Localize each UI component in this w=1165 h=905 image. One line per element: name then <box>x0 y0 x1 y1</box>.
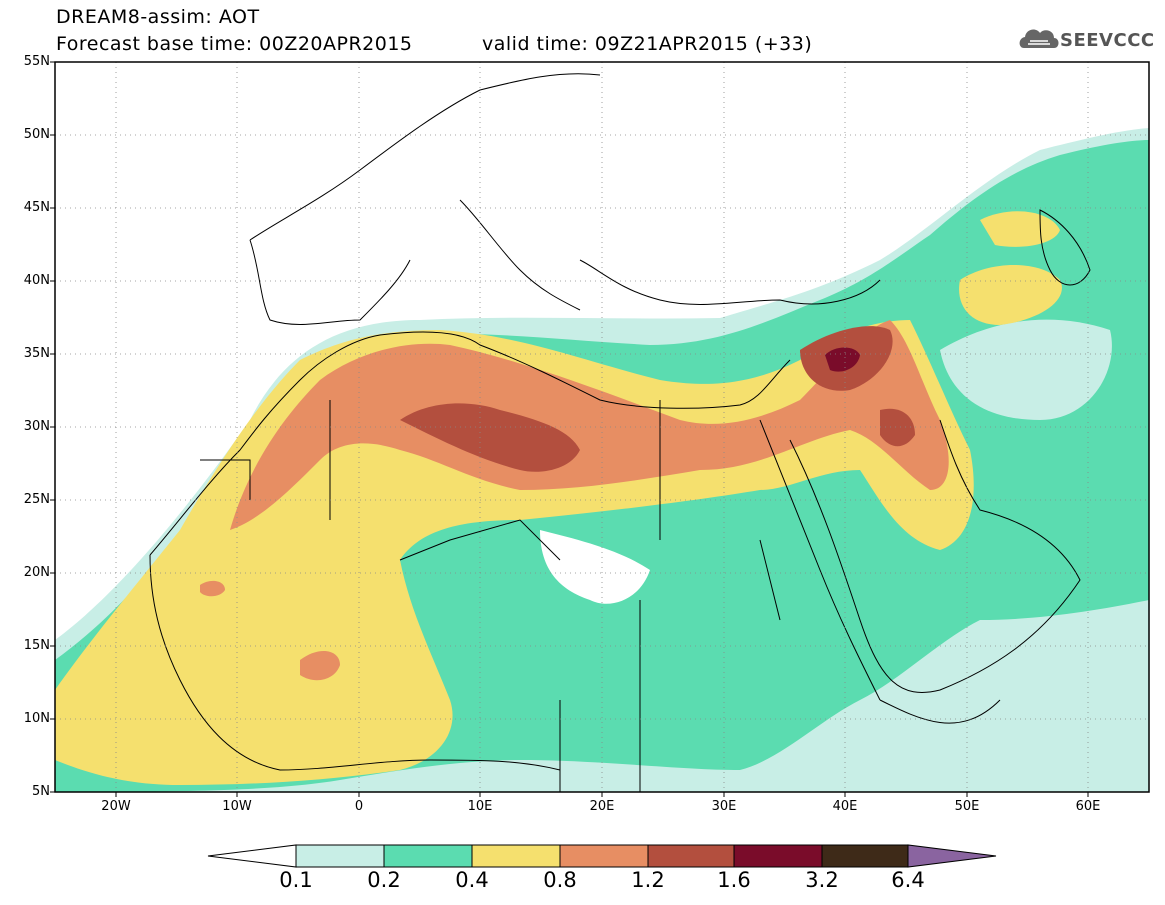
y-tick-label: 25N <box>23 492 50 507</box>
coastline-red-sea <box>759 419 881 701</box>
colorbar-high-arrow <box>907 844 997 868</box>
y-tick-label: 50N <box>23 127 50 142</box>
colorbar-bin-5 <box>647 844 735 868</box>
x-tick-label: 30E <box>711 799 737 814</box>
y-tick-label: 35N <box>23 346 50 361</box>
aot-field-12-16 <box>400 403 580 472</box>
aot-gap-central <box>540 530 650 604</box>
colorbar-level-label: 1.2 <box>631 868 665 892</box>
colorbar-bin-7 <box>821 844 909 868</box>
base-time: Forecast base time: 00Z20APR2015 <box>56 33 413 55</box>
colorbar-bin-3 <box>471 844 561 868</box>
colorbar-level-label: 3.2 <box>805 868 839 892</box>
x-tick-label: 50E <box>954 799 980 814</box>
y-tick-label: 55N <box>23 54 50 69</box>
coastline-iberia <box>249 239 411 325</box>
aot-field-08-12 <box>230 320 949 530</box>
x-tick-label: 40E <box>832 799 858 814</box>
y-tick-label: 40N <box>23 273 50 288</box>
border-1 <box>200 400 781 792</box>
coastline-arabia <box>789 419 1081 693</box>
logo-text: SEEVCCC <box>1060 30 1155 51</box>
aot-field-08-12-b <box>300 650 340 681</box>
colorbar-bin-1 <box>295 844 385 868</box>
colorbar-low-arrow <box>207 844 297 868</box>
colorbar-bin-4 <box>559 844 649 868</box>
colorbar-level-label: 0.8 <box>543 868 577 892</box>
colorbar-level-label: 0.1 <box>279 868 313 892</box>
x-tick-label: 10E <box>467 799 493 814</box>
coastline-horn <box>879 699 1001 724</box>
aot-gap-east2 <box>940 319 1112 420</box>
coastline-europe <box>249 73 881 311</box>
valid-time: valid time: 09Z21APR2015 (+33) <box>482 33 813 55</box>
x-tick-label: 0 <box>354 799 364 814</box>
colorbar-bin-6 <box>733 844 823 868</box>
coastline-west-africa <box>149 554 561 771</box>
coastline-north-africa <box>149 331 791 556</box>
x-tick-label: 20W <box>101 799 131 814</box>
x-tick-label: 60E <box>1075 799 1101 814</box>
y-tick-label: 30N <box>23 419 50 434</box>
colorbar-bin-2 <box>383 844 473 868</box>
aot-field-04-08-ne <box>959 265 1062 325</box>
caspian <box>1039 209 1091 286</box>
y-tick-label: 45N <box>23 200 50 215</box>
x-tick-label: 20E <box>589 799 615 814</box>
map-title: DREAM8-assim: AOT <box>56 6 260 28</box>
x-tick-label: 10W <box>222 799 252 814</box>
cloud-logo-icon <box>1019 29 1059 48</box>
y-tick-label: 15N <box>23 638 50 653</box>
colorbar-level-label: 0.4 <box>455 868 489 892</box>
y-tick-label: 5N <box>32 784 50 799</box>
y-tick-label: 20N <box>23 565 50 580</box>
aot-field-08-12-c <box>200 580 225 597</box>
colorbar-level-label: 6.4 <box>891 868 925 892</box>
aot-field-16-32 <box>825 347 860 372</box>
aot-field-12-16-c <box>880 408 915 447</box>
colorbar-level-label: 0.2 <box>367 868 401 892</box>
colorbar-level-label: 1.6 <box>717 868 751 892</box>
colorbar <box>207 844 997 868</box>
y-tick-label: 10N <box>23 711 50 726</box>
